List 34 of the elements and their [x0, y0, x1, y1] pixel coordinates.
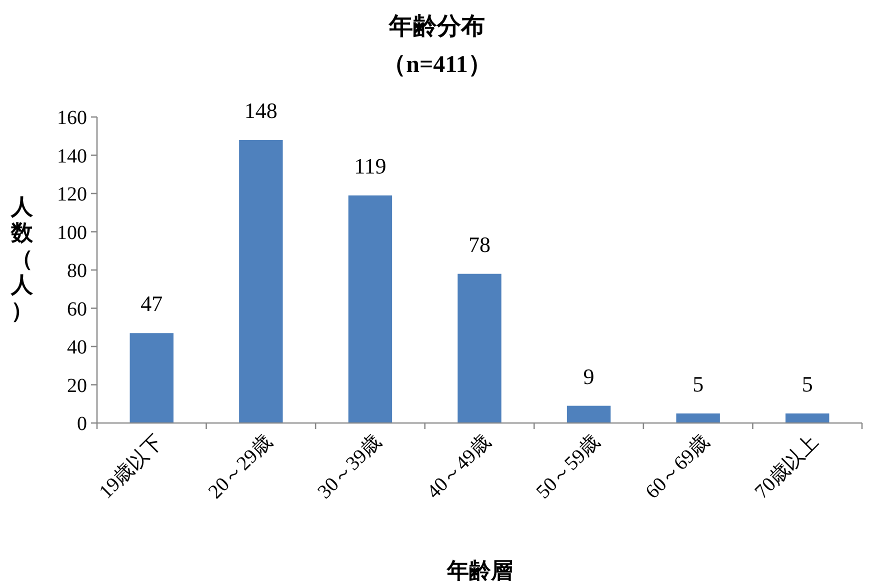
y-tick-label: 40 [67, 336, 87, 358]
data-label: 47 [140, 291, 163, 316]
x-tick-label: 30～39歳 [314, 430, 386, 504]
y-tick-label: 60 [67, 298, 87, 320]
data-label: 5 [802, 371, 813, 396]
bar [239, 140, 283, 423]
data-label: 5 [692, 371, 704, 396]
y-axis-title: 人数（人） [10, 194, 34, 323]
bar [676, 413, 720, 423]
chart-subtitle: （n=411） [382, 52, 492, 78]
bar [130, 333, 174, 423]
data-label: 148 [244, 98, 278, 123]
y-tick-label: 100 [57, 222, 87, 244]
chart-title: 年齢分布 [388, 13, 485, 40]
y-tick-label: 0 [77, 413, 87, 435]
y-tick-label: 20 [67, 374, 87, 397]
y-tick-label: 160 [57, 107, 87, 129]
bar [566, 406, 611, 423]
bar [348, 195, 392, 423]
y-tick-label: 80 [67, 260, 87, 282]
y-tick-label: 140 [57, 145, 87, 168]
x-axis-title: 年齢層 [446, 558, 513, 583]
x-tick-label: 20～29歳 [204, 430, 276, 504]
data-label: 9 [583, 364, 594, 389]
bar [786, 413, 830, 423]
x-tick-label: 19歳以下 [95, 430, 168, 504]
x-tick-label: 60～69歳 [641, 430, 714, 504]
data-label: 78 [468, 232, 490, 257]
data-label: 119 [354, 153, 386, 178]
x-tick-label: 40～49歳 [422, 430, 496, 504]
bar [458, 274, 502, 423]
x-tick-label: 70歳以上 [750, 430, 823, 504]
y-tick-label: 120 [57, 184, 87, 206]
x-tick-label: 50～59歳 [532, 430, 604, 504]
